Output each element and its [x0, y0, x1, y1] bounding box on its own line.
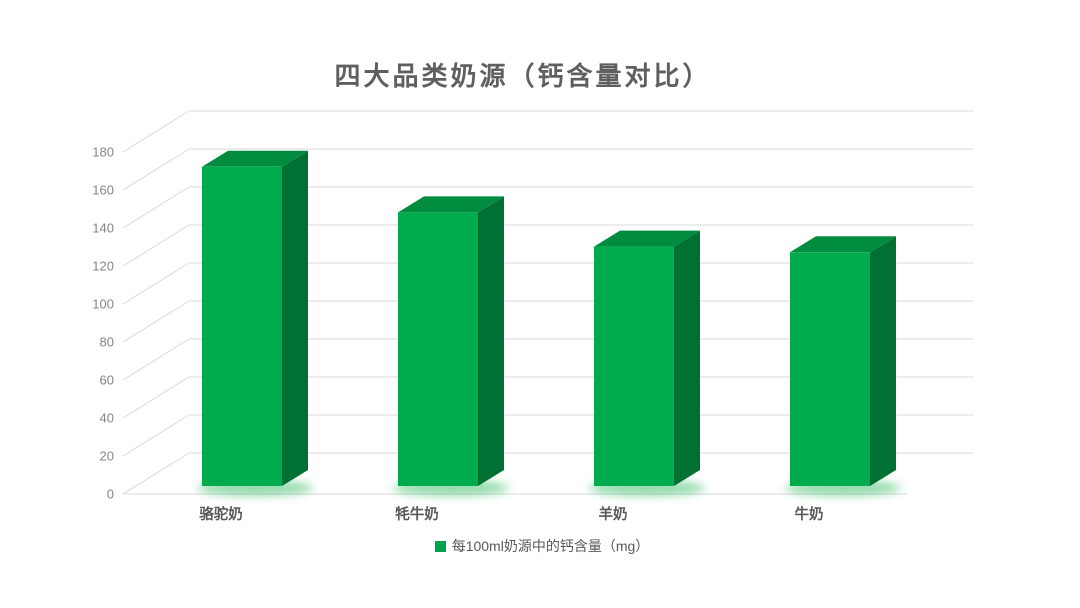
y-tick-label-160: 160	[92, 183, 114, 198]
y-tick-label-40: 40	[100, 411, 114, 426]
y-tick-label-120: 120	[92, 259, 114, 274]
bar-top-face	[594, 230, 700, 247]
y-tick-label-180: 180	[92, 145, 114, 160]
bar-side-face	[870, 236, 896, 486]
y-tick-label-140: 140	[92, 221, 114, 236]
bar-cow-milk[interactable]	[785, 236, 901, 496]
bar-top-face	[790, 236, 896, 253]
y-tick-label-20: 20	[100, 449, 114, 464]
bar-side-face	[282, 150, 308, 487]
y-gridline-160	[122, 148, 973, 191]
chart-title: 四大品类奶源（钙含量对比）	[334, 61, 712, 91]
bar-front-face	[790, 252, 870, 486]
bar-camel-milk[interactable]	[197, 150, 313, 496]
y-tick-label-100: 100	[92, 297, 114, 312]
bar-yak-milk[interactable]	[393, 196, 509, 496]
legend-label: 每100ml奶源中的钙含量（mg）	[451, 538, 650, 554]
y-gridline-180	[122, 110, 973, 153]
legend-swatch	[434, 540, 446, 552]
category-label-camel-milk: 骆驼奶	[199, 505, 243, 523]
bar-top-face	[202, 150, 308, 167]
bar-front-face	[594, 246, 674, 486]
y-tick-label-80: 80	[100, 335, 114, 350]
bar-front-face	[398, 212, 478, 486]
category-label-goat-milk: 羊奶	[599, 505, 628, 523]
legend[interactable]: 每100ml奶源中的钙含量（mg）	[2, 536, 1080, 556]
category-label-cow-milk: 牛奶	[795, 505, 824, 523]
bar-front-face	[202, 166, 282, 487]
y-gridline-140	[122, 186, 973, 229]
bar-top-face	[398, 196, 504, 213]
y-gridline-120	[122, 224, 973, 267]
y-tick-label-60: 60	[100, 373, 114, 388]
category-label-yak-milk: 牦牛奶	[395, 505, 439, 523]
bar-side-face	[478, 196, 504, 486]
bar-side-face	[674, 230, 700, 486]
y-tick-label-0: 0	[107, 487, 114, 502]
bar-goat-milk[interactable]	[589, 230, 705, 496]
